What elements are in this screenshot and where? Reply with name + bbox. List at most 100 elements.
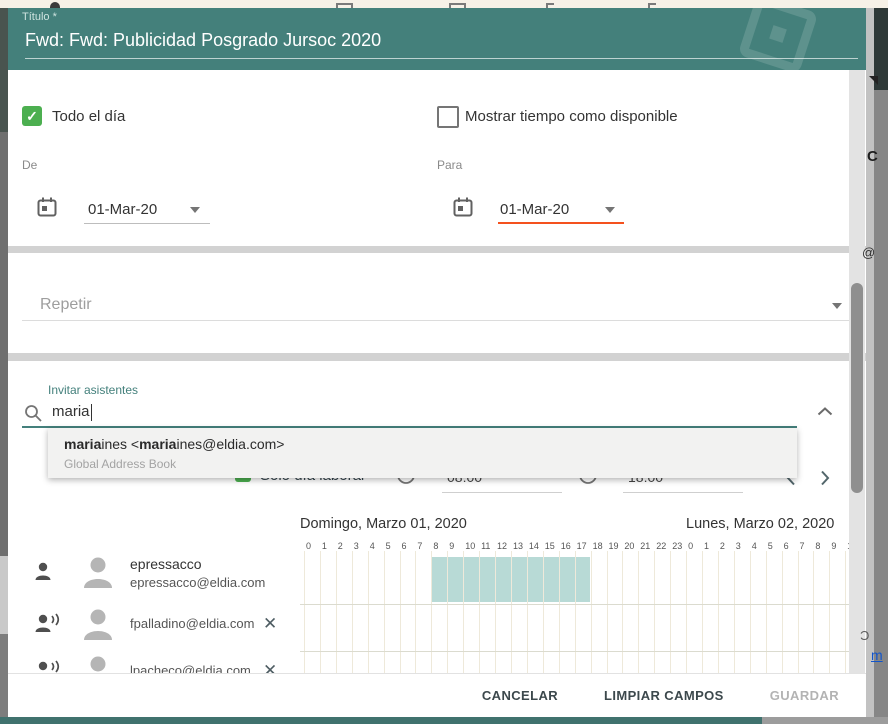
- grid-hour-line: [526, 551, 528, 673]
- autocomplete-source: Global Address Book: [64, 457, 177, 471]
- attendee-search-input[interactable]: maria: [52, 403, 92, 421]
- all-day-label[interactable]: Todo el día: [52, 108, 126, 125]
- background-window-edge: [0, 8, 8, 724]
- all-day-checkbox[interactable]: ✓: [22, 106, 42, 126]
- chevron-right-icon[interactable]: [820, 470, 830, 486]
- grid-hour-line: [304, 551, 305, 673]
- from-date-underline: [84, 223, 210, 224]
- grid-hour-line: [463, 551, 465, 673]
- title-underline: [25, 58, 858, 59]
- grid-hour-line: [367, 551, 369, 673]
- grid-hour-line: [399, 551, 401, 673]
- grid-hour-line: [813, 551, 815, 673]
- hour-label: 1: [704, 541, 710, 551]
- hour-label: 1: [321, 541, 327, 551]
- attendee-email: fpalladino@eldia.com: [130, 616, 255, 631]
- title-input[interactable]: Fwd: Fwd: Publicidad Posgrado Jursoc 202…: [25, 30, 382, 50]
- show-available-label[interactable]: Mostrar tiempo como disponible: [465, 108, 678, 125]
- scheduler-grid: 0 1 2 3 4 5 6 7 8 9 10 11 12 13 14 15 16 17 18 19 20 21 22 23 0 1…: [300, 541, 851, 673]
- invite-attendees-label: Invitar asistentes: [48, 383, 139, 397]
- background-window-edge: [874, 8, 888, 90]
- grid-hour-line: [447, 551, 449, 673]
- background-window-edge: [866, 8, 874, 724]
- to-date-underline: [498, 222, 624, 224]
- grid-hour-line: [319, 551, 321, 673]
- hour-label: 14: [528, 541, 539, 551]
- row-separator: [300, 604, 851, 605]
- date-section: ✓ Todo el día Mostrar tiempo como dispon…: [8, 70, 866, 246]
- busy-block: [448, 557, 464, 602]
- to-date-value[interactable]: 01-Mar-20: [500, 201, 570, 218]
- busy-block: [543, 557, 559, 602]
- avatar: [80, 554, 116, 593]
- calendar-icon[interactable]: [452, 196, 474, 218]
- repeat-select[interactable]: Repetir: [40, 296, 92, 313]
- person-icon: [34, 561, 58, 588]
- grid-hour-line: [622, 551, 624, 673]
- background-glyph-fragment: [869, 76, 878, 85]
- repeat-section: Repetir: [8, 253, 866, 353]
- background-toolbar-strip: [0, 0, 888, 10]
- hour-label: 23: [672, 541, 683, 551]
- repeat-underline: [22, 320, 852, 321]
- grid-hour-line: [733, 551, 735, 673]
- grid-hour-line: [702, 551, 703, 673]
- toolbar-icon-fragment: [336, 3, 353, 10]
- hour-label: 2: [337, 541, 343, 551]
- chevron-up-icon[interactable]: [817, 407, 833, 416]
- scheduler-day2-header: Lunes, Marzo 02, 2020: [686, 516, 835, 532]
- hour-label: 4: [369, 541, 375, 551]
- hour-label: 9: [449, 541, 455, 551]
- row-separator: [300, 651, 851, 652]
- title-field-label: Título *: [22, 11, 57, 23]
- attendees-section: Invitar asistentes maria ✓ Sólo día labo…: [8, 361, 866, 673]
- background-link-fragment[interactable]: m: [871, 647, 883, 663]
- background-text-fragment: @: [862, 245, 876, 260]
- grid-hour-line: [670, 551, 672, 673]
- remove-attendee-icon[interactable]: ✕: [263, 614, 278, 633]
- hour-label: 22: [656, 541, 667, 551]
- clear-fields-button[interactable]: LIMPIAR CAMPOS: [598, 687, 730, 704]
- grid-hour-line: [335, 551, 337, 673]
- hour-label: 6: [783, 541, 789, 551]
- background-text-fragment: C: [867, 148, 878, 165]
- hour-label: 18: [592, 541, 603, 551]
- toolbar-icon-fragment: [449, 3, 466, 10]
- hour-label: 12: [497, 541, 508, 551]
- remove-attendee-icon[interactable]: ✕: [263, 661, 278, 673]
- scrollbar-thumb[interactable]: [851, 283, 863, 493]
- autocomplete-suggestion[interactable]: mariaines <mariaines@eldia.com>: [64, 436, 285, 452]
- hour-label: 5: [767, 541, 773, 551]
- repeat-caret-icon[interactable]: [832, 303, 842, 309]
- background-text-fragment: Ɔ: [860, 628, 870, 643]
- person-speaking-icon: [34, 660, 62, 673]
- hour-label: 16: [560, 541, 571, 551]
- toolbar-icon-fragment: [50, 2, 60, 8]
- from-date-caret-icon[interactable]: [190, 207, 200, 213]
- toolbar-icon-fragment: [648, 3, 656, 10]
- busy-block: [480, 557, 495, 602]
- hour-label: 7: [799, 541, 805, 551]
- grid-hour-line: [495, 551, 496, 673]
- show-available-checkbox[interactable]: [437, 106, 459, 128]
- person-speaking-icon: [34, 613, 62, 640]
- cancel-button[interactable]: CANCELAR: [476, 687, 564, 704]
- calendar-icon[interactable]: [36, 196, 58, 218]
- search-icon: [25, 405, 42, 422]
- hour-label: 15: [544, 541, 555, 551]
- grid-hour-line: [845, 551, 847, 673]
- background-window-edge: [0, 717, 762, 724]
- toolbar-icon-fragment: [546, 3, 554, 10]
- attendee-name: epressacco: [130, 556, 202, 572]
- attendee-row: lpacheco@eldia.com ✕: [8, 650, 300, 673]
- grid-hour-line: [351, 551, 353, 673]
- to-date-caret-icon[interactable]: [605, 207, 615, 213]
- scrollbar-track[interactable]: [849, 70, 865, 673]
- from-date-value[interactable]: 01-Mar-20: [88, 201, 158, 218]
- grid-hour-line: [558, 551, 560, 673]
- save-button[interactable]: GUARDAR: [764, 687, 845, 704]
- grid-hour-line: [765, 551, 767, 673]
- hour-label: 20: [624, 541, 635, 551]
- scheduler-day1-header: Domingo, Marzo 01, 2020: [300, 516, 467, 532]
- avatar: [80, 606, 116, 645]
